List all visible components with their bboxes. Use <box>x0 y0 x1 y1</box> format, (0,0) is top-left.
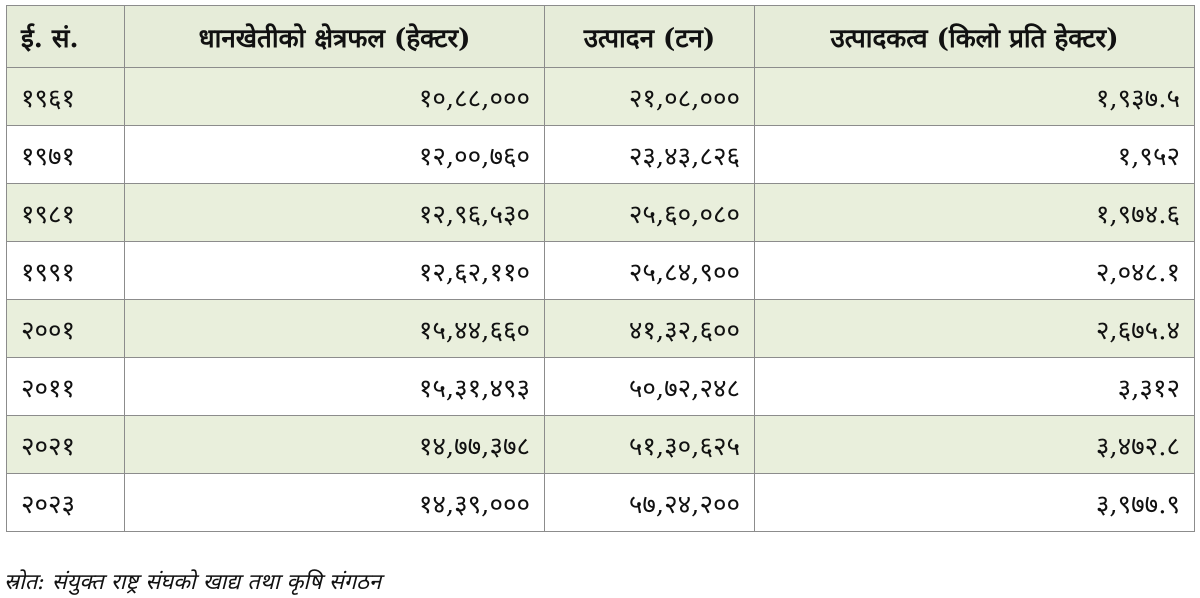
cell-year: १९८१ <box>6 183 125 242</box>
cell-production: ४१,३२,६०० <box>544 299 755 358</box>
cell-area: १५,३१,४९३ <box>124 357 545 416</box>
header-area: धानखेतीको क्षेत्रफल (हेक्टर) <box>124 5 545 68</box>
cell-area: १५,४४,६६० <box>124 299 545 358</box>
table-row: २००१ १५,४४,६६० ४१,३२,६०० २,६७५.४ <box>6 299 1195 358</box>
rice-production-table: ई. सं. धानखेतीको क्षेत्रफल (हेक्टर) उत्प… <box>6 5 1195 532</box>
cell-productivity: १,९७४.६ <box>754 183 1195 242</box>
table-row: १९६१ १०,८८,००० २१,०८,००० १,९३७.५ <box>6 67 1195 126</box>
cell-production: ५१,३०,६२५ <box>544 415 755 474</box>
header-productivity: उत्पादकत्व (किलो प्रति हेक्टर) <box>754 5 1195 68</box>
header-production: उत्पादन (टन) <box>544 5 755 68</box>
cell-production: २३,४३,८२६ <box>544 125 755 184</box>
cell-productivity: १,९५२ <box>754 125 1195 184</box>
source-note: स्रोत: संयुक्त राष्ट्र संघको खाद्य तथा क… <box>4 570 382 595</box>
cell-productivity: ३,४७२.८ <box>754 415 1195 474</box>
table-row: १९८१ १२,९६,५३० २५,६०,०८० १,९७४.६ <box>6 183 1195 242</box>
cell-productivity: ३,९७७.९ <box>754 473 1195 532</box>
cell-production: २५,८४,९०० <box>544 241 755 300</box>
table-row: २०२१ १४,७७,३७८ ५१,३०,६२५ ३,४७२.८ <box>6 415 1195 474</box>
header-year: ई. सं. <box>6 5 125 68</box>
cell-year: १९७१ <box>6 125 125 184</box>
cell-productivity: २,६७५.४ <box>754 299 1195 358</box>
header-row: ई. सं. धानखेतीको क्षेत्रफल (हेक्टर) उत्प… <box>6 5 1195 68</box>
cell-year: २०२१ <box>6 415 125 474</box>
cell-area: १४,३९,००० <box>124 473 545 532</box>
cell-year: २००१ <box>6 299 125 358</box>
cell-area: १४,७७,३७८ <box>124 415 545 474</box>
cell-year: १९६१ <box>6 67 125 126</box>
cell-area: १२,००,७६० <box>124 125 545 184</box>
cell-year: २०११ <box>6 357 125 416</box>
cell-production: २५,६०,०८० <box>544 183 755 242</box>
table-row: २०२३ १४,३९,००० ५७,२४,२०० ३,९७७.९ <box>6 473 1195 532</box>
table-row: २०११ १५,३१,४९३ ५०,७२,२४८ ३,३१२ <box>6 357 1195 416</box>
table-row: १९९१ १२,६२,११० २५,८४,९०० २,०४८.१ <box>6 241 1195 300</box>
table-body: १९६१ १०,८८,००० २१,०८,००० १,९३७.५ १९७१ १२… <box>6 67 1195 532</box>
cell-year: १९९१ <box>6 241 125 300</box>
data-table-container: ई. सं. धानखेतीको क्षेत्रफल (हेक्टर) उत्प… <box>6 5 1195 532</box>
cell-productivity: ३,३१२ <box>754 357 1195 416</box>
cell-production: ५०,७२,२४८ <box>544 357 755 416</box>
cell-productivity: १,९३७.५ <box>754 67 1195 126</box>
cell-year: २०२३ <box>6 473 125 532</box>
cell-production: ५७,२४,२०० <box>544 473 755 532</box>
cell-productivity: २,०४८.१ <box>754 241 1195 300</box>
cell-area: १२,९६,५३० <box>124 183 545 242</box>
cell-production: २१,०८,००० <box>544 67 755 126</box>
cell-area: १२,६२,११० <box>124 241 545 300</box>
table-row: १९७१ १२,००,७६० २३,४३,८२६ १,९५२ <box>6 125 1195 184</box>
table-header: ई. सं. धानखेतीको क्षेत्रफल (हेक्टर) उत्प… <box>6 5 1195 68</box>
cell-area: १०,८८,००० <box>124 67 545 126</box>
